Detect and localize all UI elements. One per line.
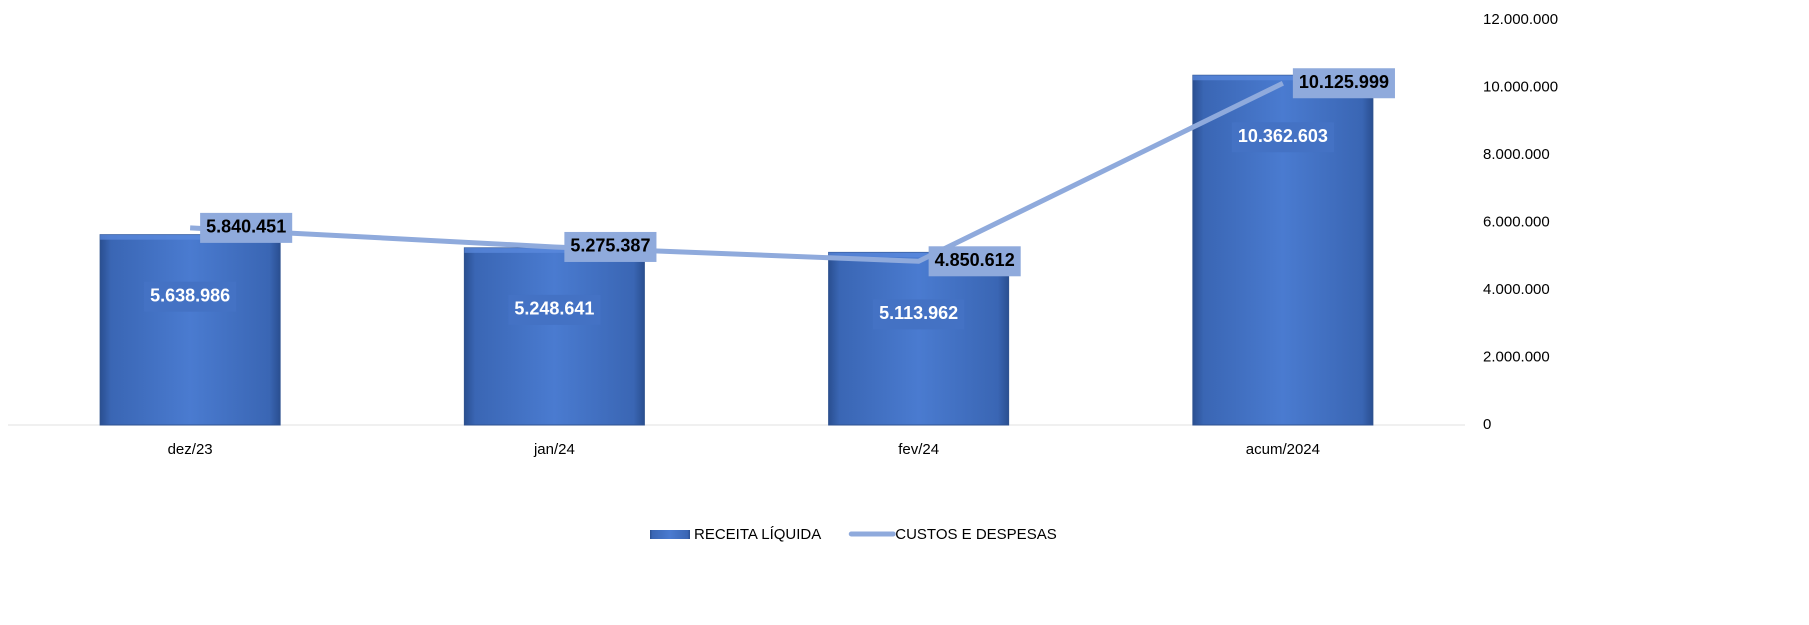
bar-value-label: 10.362.603 bbox=[1238, 126, 1328, 146]
y-tick-label: 2.000.000 bbox=[1483, 348, 1550, 365]
legend-swatch bbox=[650, 530, 690, 539]
bar-top-bevel bbox=[828, 252, 1009, 258]
line-value-label: 5.840.451 bbox=[206, 217, 286, 237]
line-value-label: 4.850.612 bbox=[935, 250, 1015, 270]
bar-value-label: 5.638.986 bbox=[150, 285, 230, 305]
y-tick-label: 4.000.000 bbox=[1483, 281, 1550, 298]
bar bbox=[828, 251, 1010, 426]
y-tick-label: 12.000.000 bbox=[1483, 11, 1558, 28]
line-label-box bbox=[564, 231, 657, 262]
y-tick-label: 6.000.000 bbox=[1483, 213, 1550, 230]
x-tick-label: jan/24 bbox=[533, 441, 575, 458]
bar bbox=[99, 234, 281, 426]
bar-value-label: 5.113.962 bbox=[879, 303, 958, 323]
y-tick-label: 10.000.000 bbox=[1483, 78, 1558, 95]
bar-label-box bbox=[1231, 122, 1334, 153]
x-tick-label: dez/23 bbox=[168, 441, 213, 458]
bar-value-label: 5.248.641 bbox=[514, 299, 594, 319]
x-tick-label: fev/24 bbox=[898, 441, 939, 458]
legend-label: CUSTOS E DESPESAS bbox=[895, 526, 1056, 543]
bar-top-bevel bbox=[1192, 75, 1373, 81]
y-tick-label: 8.000.000 bbox=[1483, 146, 1550, 163]
line bbox=[189, 81, 1284, 264]
y-tick-label: 0 bbox=[1483, 416, 1491, 433]
line-value-label: 5.275.387 bbox=[570, 236, 650, 256]
bar-label-box bbox=[873, 299, 965, 330]
bar-label-box bbox=[508, 294, 601, 325]
line-label-box bbox=[200, 212, 293, 243]
legend-label: RECEITA LÍQUIDA bbox=[694, 526, 821, 543]
line-value-label: 10.125.999 bbox=[1299, 72, 1389, 92]
bar bbox=[463, 247, 645, 426]
line-label-box bbox=[1292, 68, 1395, 99]
x-tick-label: acum/2024 bbox=[1246, 441, 1320, 458]
bar-label-box bbox=[144, 281, 237, 312]
line-label-box bbox=[928, 246, 1021, 277]
bar-top-bevel bbox=[100, 234, 281, 240]
bar-top-bevel bbox=[464, 247, 645, 253]
